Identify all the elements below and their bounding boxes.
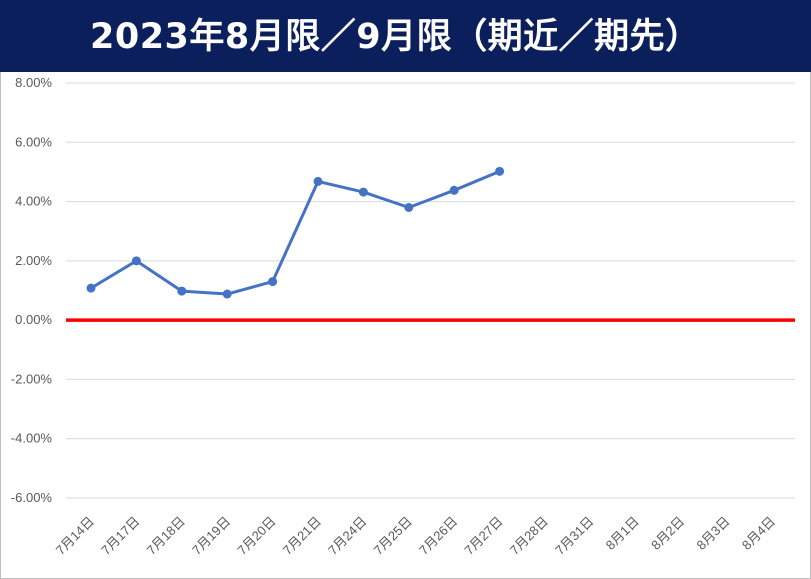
gridlines	[66, 82, 795, 499]
y-tick-label: 2.00%	[15, 253, 52, 268]
x-tick-label: 8月1日	[603, 514, 642, 553]
line-chart: 8.00% 6.00% 4.00% 2.00% 0.00% -2.00% -4.00% -6.…	[11, 75, 795, 558]
x-tick-label: 7月25日	[371, 514, 415, 558]
x-tick-label: 7月19日	[189, 514, 233, 558]
x-tick-label: 8月2日	[648, 514, 687, 553]
x-tick-label: 8月4日	[739, 514, 778, 553]
x-axis-tick-labels: 7月14日 7月17日 7月18日 7月19日 7月20日 7月21日 7月24日 7月25日…	[53, 514, 778, 558]
x-tick-label: 7月24日	[325, 514, 369, 558]
data-point	[358, 187, 368, 197]
x-tick-label: 7月28日	[507, 514, 551, 558]
y-tick-label: -4.00%	[11, 431, 53, 446]
y-tick-label: 6.00%	[15, 134, 52, 149]
y-tick-label: 0.00%	[15, 312, 52, 327]
x-tick-label: 8月3日	[693, 514, 732, 553]
x-tick-label: 7月20日	[234, 514, 278, 558]
data-point	[177, 286, 187, 296]
x-tick-label: 7月17日	[98, 514, 142, 558]
data-point	[86, 283, 96, 293]
y-axis-tick-labels: 8.00% 6.00% 4.00% 2.00% 0.00% -2.00% -4.00% -6.…	[11, 75, 53, 505]
x-tick-label: 7月21日	[280, 514, 324, 558]
data-point	[131, 256, 141, 266]
data-point	[222, 289, 232, 299]
series-line	[90, 169, 501, 296]
y-tick-label: -6.00%	[11, 490, 53, 505]
data-point	[404, 203, 414, 212]
x-tick-label: 7月18日	[144, 514, 188, 558]
y-tick-label: 4.00%	[15, 194, 52, 209]
data-point	[449, 185, 459, 195]
x-tick-label: 7月27日	[461, 514, 505, 558]
y-tick-label: -2.00%	[11, 371, 53, 386]
series-layer	[86, 166, 505, 299]
y-tick-label: 8.00%	[15, 75, 52, 90]
data-point	[495, 166, 505, 176]
title-bar: 2023年8月限／9月限（期近／期先）	[0, 0, 811, 72]
x-tick-label: 7月14日	[53, 514, 97, 558]
x-tick-label: 7月31日	[552, 514, 596, 558]
x-tick-label: 7月26日	[416, 514, 460, 558]
data-point	[268, 277, 278, 287]
chart-title: 2023年8月限／9月限（期近／期先）	[90, 17, 701, 57]
data-point	[313, 176, 323, 186]
